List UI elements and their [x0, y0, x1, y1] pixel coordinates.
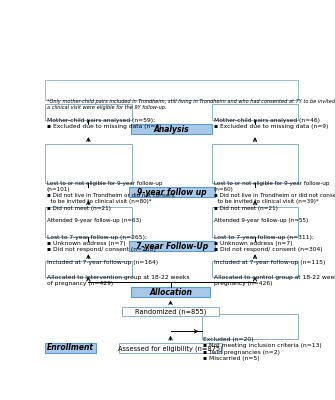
Text: Lost to or not eligible for 9-year follow-up
(n=101)
▪ Did not live in Trondheim: Lost to or not eligible for 9-year follo…	[47, 181, 175, 223]
Text: Lost to or not eligible for 9-year follow-up
(n=60)
▪ Did not live in Trondheim : Lost to or not eligible for 9-year follo…	[213, 181, 335, 223]
Text: Allocated to intervention group at 18-22 weeks
of pregnancy (n=429): Allocated to intervention group at 18-22…	[47, 275, 189, 286]
Text: Excluded (n=20)
▪ Not meeting inclusion criteria (n=13)
▪ Twin pregnancies (n=2): Excluded (n=20) ▪ Not meeting inclusion …	[203, 337, 322, 361]
Bar	[212, 104, 298, 120]
Bar	[45, 104, 132, 120]
Bar	[129, 241, 215, 251]
Text: Allocation: Allocation	[149, 288, 192, 297]
Bar	[131, 288, 210, 298]
Bar	[119, 343, 222, 353]
Bar	[45, 144, 132, 183]
Text: Enrollment: Enrollment	[47, 344, 94, 352]
Text: Assessed for eligibility (n=875): Assessed for eligibility (n=875)	[118, 345, 223, 352]
Text: Lost to 7-year follow-up (n=311);
▪ Unknown address (n=7)
▪ Did not respond/ con: Lost to 7-year follow-up (n=311); ▪ Unkn…	[213, 235, 325, 264]
Bar	[45, 343, 96, 353]
Bar	[212, 144, 298, 183]
Bar	[129, 187, 215, 197]
Text: Mother-child pairs analysed (n=46)
▪ Excluded due to missing data (n=9): Mother-child pairs analysed (n=46) ▪ Exc…	[213, 118, 328, 129]
Text: *Only mother-child pairs included in Trondheim, still living in Trondheim and wh: *Only mother-child pairs included in Tro…	[47, 99, 335, 110]
Bar	[122, 307, 219, 316]
Text: Allocated to control group at 18-22 weeks of
pregnancy (n=426): Allocated to control group at 18-22 week…	[213, 275, 335, 286]
Text: 9-year follow up: 9-year follow up	[137, 188, 206, 197]
Text: Analysis: Analysis	[154, 125, 190, 134]
Text: Randomized (n=855): Randomized (n=855)	[135, 308, 206, 314]
Text: Mother-child pairs analysed (n=59);
▪ Excluded due to missing data (n=4): Mother-child pairs analysed (n=59); ▪ Ex…	[47, 118, 161, 129]
Text: 7-year Follow-Up: 7-year Follow-Up	[136, 242, 208, 251]
Bar	[45, 207, 132, 237]
Bar	[202, 314, 297, 339]
Bar	[45, 80, 298, 100]
Bar	[45, 261, 132, 277]
Text: Lost to 7-year follow-up (n=265);
▪ Unknown address (n=7)
▪ Did not respond/ con: Lost to 7-year follow-up (n=265); ▪ Unkn…	[47, 235, 158, 264]
Bar	[212, 207, 298, 237]
Bar	[131, 124, 212, 134]
Bar	[212, 261, 298, 277]
